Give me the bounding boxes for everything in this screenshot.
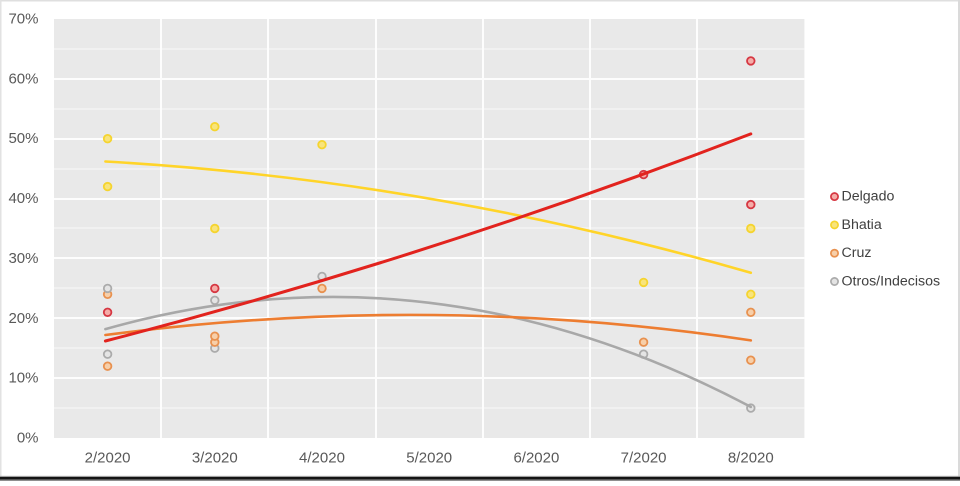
svg-text:Otros/Indecisos: Otros/Indecisos <box>842 274 941 290</box>
svg-text:40%: 40% <box>8 190 38 207</box>
svg-text:5/2020: 5/2020 <box>406 450 452 467</box>
svg-text:6/2020: 6/2020 <box>513 450 559 467</box>
svg-text:Delgado: Delgado <box>842 189 895 205</box>
svg-text:3/2020: 3/2020 <box>192 450 238 467</box>
svg-text:7/2020: 7/2020 <box>621 450 667 467</box>
svg-text:8/2020: 8/2020 <box>728 450 774 467</box>
svg-text:20%: 20% <box>8 310 38 327</box>
svg-text:30%: 30% <box>8 250 38 267</box>
svg-text:50%: 50% <box>8 130 38 147</box>
svg-text:4/2020: 4/2020 <box>299 450 345 467</box>
svg-text:10%: 10% <box>8 370 38 387</box>
svg-text:Bhatia: Bhatia <box>842 217 882 233</box>
svg-text:Cruz: Cruz <box>842 245 872 261</box>
svg-text:2/2020: 2/2020 <box>85 450 131 467</box>
svg-text:70%: 70% <box>8 11 38 28</box>
svg-text:60%: 60% <box>8 70 38 87</box>
svg-text:0%: 0% <box>17 430 39 447</box>
